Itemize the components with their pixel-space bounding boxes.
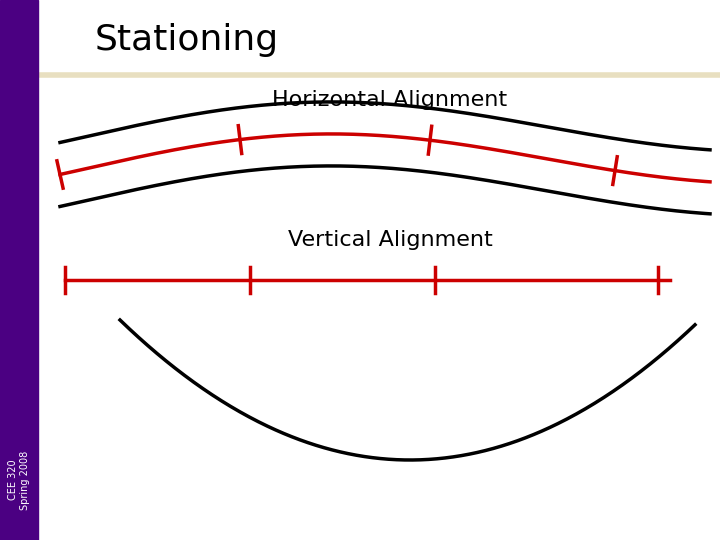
Text: Vertical Alignment: Vertical Alignment bbox=[287, 230, 492, 250]
Text: Horizontal Alignment: Horizontal Alignment bbox=[272, 90, 508, 110]
Text: Stationing: Stationing bbox=[95, 23, 279, 57]
Text: CEE 320
Spring 2008: CEE 320 Spring 2008 bbox=[8, 450, 30, 510]
Bar bbox=[0, 0, 38, 540]
